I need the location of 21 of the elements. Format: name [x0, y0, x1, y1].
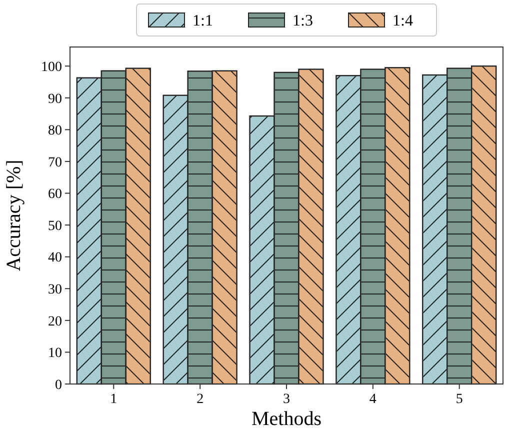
y-tick-label: 60	[48, 187, 62, 202]
y-tick-label: 80	[48, 124, 62, 139]
legend-label: 1:1	[192, 12, 213, 30]
y-axis-title: Accuracy [%]	[3, 160, 25, 272]
x-tick-label: 1	[110, 392, 118, 407]
x-tick-label: 5	[456, 392, 463, 407]
y-tick-label: 50	[48, 218, 62, 234]
x-axis-title: Methods	[252, 408, 322, 430]
x-tick-label: 3	[283, 392, 290, 407]
y-tick-label: 100	[41, 60, 62, 75]
y-tick-label: 20	[48, 314, 62, 330]
x-tick-label: 4	[369, 392, 376, 407]
x-tick-label: 2	[196, 392, 204, 407]
legend-label: 1:3	[292, 12, 313, 30]
y-tick-label: 90	[48, 92, 62, 107]
y-tick-label: 0	[55, 378, 62, 393]
y-tick-label: 70	[48, 155, 62, 170]
legend-label: 1:4	[392, 12, 413, 30]
y-tick-label: 30	[48, 282, 62, 298]
y-tick-label: 40	[48, 250, 62, 266]
y-tick-label: 10	[48, 346, 62, 362]
